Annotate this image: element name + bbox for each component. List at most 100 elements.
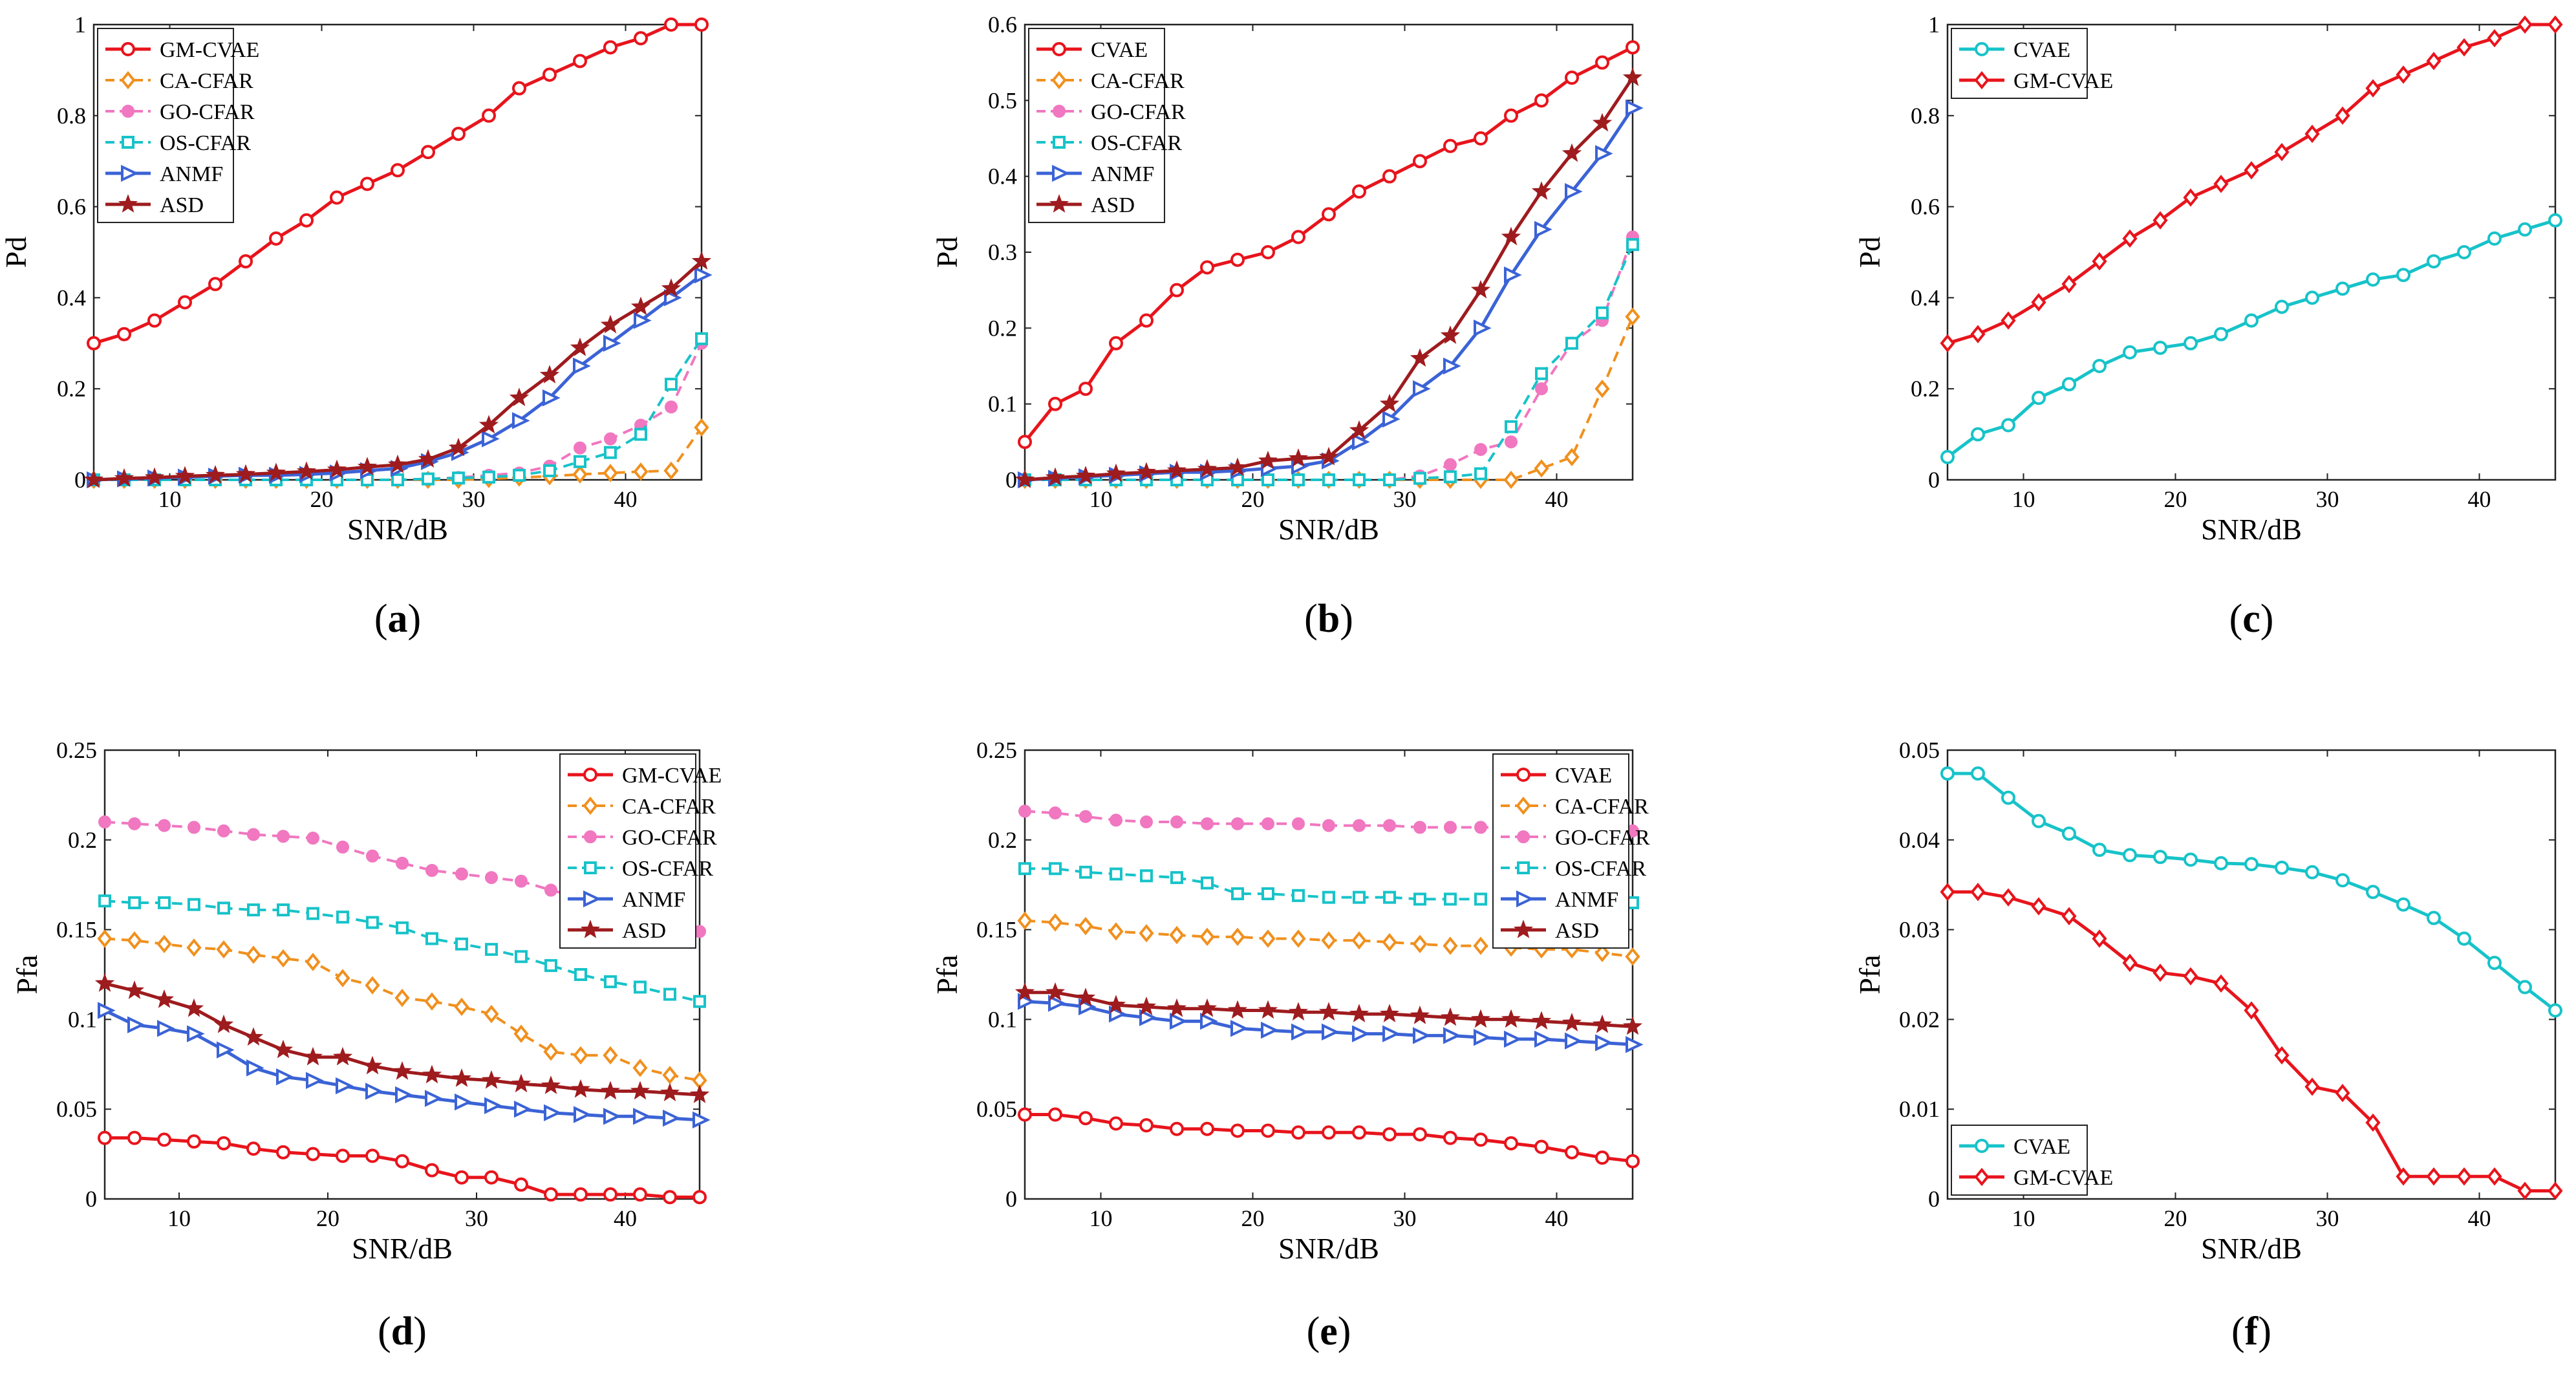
legend-item-asd: ASD	[1501, 919, 1599, 943]
legend-label: ANMF	[622, 888, 685, 912]
data-point	[128, 896, 141, 909]
data-point	[603, 334, 621, 352]
legend-marker	[1051, 70, 1067, 90]
legend-label: CA-CFAR	[1091, 69, 1185, 93]
data-point	[1017, 911, 1033, 930]
legend-item-cvae: CVAE	[1501, 764, 1612, 788]
data-point	[543, 464, 556, 477]
data-point	[394, 988, 410, 1008]
data-point	[573, 54, 587, 69]
data-point	[1562, 1013, 1582, 1031]
data-point	[98, 1002, 116, 1019]
data-point	[1261, 817, 1274, 830]
x-tick-label: 30	[465, 1205, 488, 1231]
data-point	[157, 1132, 171, 1147]
data-point	[603, 40, 617, 55]
data-point	[1292, 889, 1305, 902]
legend-marker	[583, 890, 601, 908]
data-point	[600, 314, 621, 334]
y-tick-label: 0	[74, 467, 86, 493]
data-point	[1075, 987, 1096, 1006]
data-point	[1594, 943, 1610, 962]
data-point	[1201, 876, 1214, 890]
data-point	[689, 1084, 710, 1103]
data-point	[570, 1079, 591, 1098]
data-point	[114, 468, 134, 487]
data-point	[1534, 1139, 1549, 1154]
data-point	[455, 867, 468, 881]
data-point	[1504, 1030, 1522, 1048]
data-point	[208, 277, 222, 292]
x-axis-label: SNR/dB	[347, 513, 448, 546]
data-point	[2031, 293, 2046, 312]
data-point	[235, 464, 256, 483]
y-tick-label: 0	[85, 1186, 97, 1212]
data-point	[633, 1187, 647, 1202]
plot-area	[1946, 23, 2557, 481]
data-point	[2548, 1003, 2562, 1018]
legend-item-anmf: ANMF	[568, 888, 685, 912]
data-point	[1322, 819, 1335, 832]
series-line	[104, 900, 700, 1003]
x-tick-label: 20	[1241, 1205, 1265, 1231]
chart-panel-e: 10 20 30 40 0 0.05 0.1 0.15 0.2 0.25 SNR/dB Pfa CVAE…	[930, 737, 1650, 1353]
data-point	[117, 327, 131, 341]
data-point	[1413, 154, 1427, 169]
data-point	[1106, 463, 1126, 482]
legend-item-asd: ASD	[105, 193, 204, 217]
data-point	[1045, 467, 1066, 486]
data-point	[455, 937, 468, 951]
data-point	[1322, 1125, 1336, 1140]
y-tick-label: 0.6	[988, 12, 1017, 38]
data-point	[481, 1070, 502, 1089]
legend-item-go-cfar: GO-CFAR	[105, 100, 255, 124]
legend-label: GO-CFAR	[1091, 100, 1186, 124]
legend-marker	[1052, 164, 1070, 182]
legend-label: ASD	[160, 193, 204, 217]
data-point	[544, 883, 557, 897]
legend-label: OS-CFAR	[1555, 857, 1646, 881]
legend: GM-CVAE CA-CFAR GO-CFAR OS-CFAR ANMF ASD	[97, 28, 259, 223]
data-point	[484, 1004, 499, 1024]
data-point	[604, 432, 617, 446]
data-point	[1014, 982, 1035, 1001]
legend-item-go-cfar: GO-CFAR	[1036, 100, 1186, 124]
legend-item-ca-cfar: CA-CFAR	[105, 69, 253, 93]
data-point	[1379, 1004, 1400, 1022]
data-point	[543, 1042, 559, 1061]
data-point	[1565, 1145, 1579, 1159]
x-tick-label: 10	[2012, 1205, 2035, 1231]
data-point	[1048, 396, 1062, 411]
data-point	[1136, 997, 1157, 1015]
data-point	[664, 17, 678, 32]
data-point	[1170, 815, 1183, 829]
legend-item-gm-cvae: GM-CVAE	[1959, 69, 2113, 93]
data-point	[603, 464, 618, 482]
series-cvae	[1018, 1107, 1640, 1169]
data-point	[1626, 1036, 1644, 1053]
data-point	[425, 863, 438, 877]
data-point	[573, 1046, 588, 1065]
series-gm-cvae	[1940, 15, 2563, 352]
y-tick-label: 0.8	[57, 103, 86, 129]
data-point	[144, 467, 165, 486]
data-point	[1048, 995, 1066, 1012]
legend-label: CVAE	[1555, 764, 1612, 788]
data-point	[633, 1108, 651, 1125]
data-point	[188, 898, 200, 911]
y-tick-label: 0.05	[976, 1096, 1017, 1122]
data-point	[634, 31, 648, 46]
data-point	[1261, 1123, 1275, 1138]
data-point	[1197, 998, 1218, 1017]
data-point	[694, 266, 713, 284]
legend-marker	[583, 768, 597, 782]
data-point	[1169, 925, 1185, 945]
data-point	[634, 427, 647, 441]
data-point	[2335, 281, 2350, 296]
data-point	[1170, 1013, 1188, 1030]
y-tick-label: 0.1	[988, 391, 1017, 417]
legend-label: CA-CFAR	[160, 69, 253, 93]
data-point	[156, 934, 172, 953]
data-point	[1534, 221, 1552, 238]
data-point	[1940, 766, 1955, 781]
